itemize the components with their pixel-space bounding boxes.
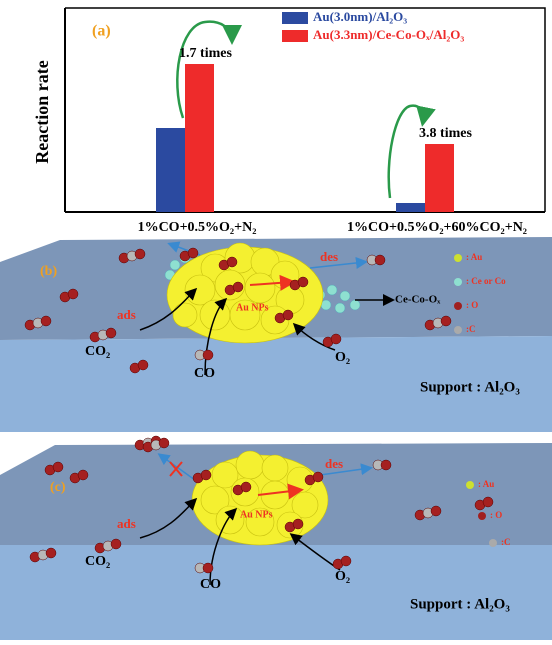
atom <box>105 327 117 339</box>
panel-label: (c) <box>50 480 66 495</box>
arrow <box>176 20 242 119</box>
atom <box>240 481 252 493</box>
atom <box>440 315 452 327</box>
legend-label: : O <box>490 510 502 520</box>
legend-label: : Au <box>478 479 494 489</box>
arrow <box>387 104 436 199</box>
text: ads <box>117 307 136 322</box>
atom <box>340 555 352 567</box>
x-tick-label: 1%CO+0.5%O₂+60%CO₂+N₂ <box>347 220 527 235</box>
atom <box>297 276 309 288</box>
bar <box>425 144 454 212</box>
atom <box>430 505 442 517</box>
text: CO₂ <box>85 554 110 569</box>
atom <box>232 281 244 293</box>
frame <box>65 7 546 212</box>
atom <box>482 496 494 508</box>
text: Support : Al₂O₃ <box>420 379 520 395</box>
atom <box>134 248 146 260</box>
text: CO₂ <box>85 344 110 359</box>
legend-label: : Au <box>466 252 482 262</box>
atom <box>374 254 386 266</box>
text: des <box>325 456 343 471</box>
atom <box>200 469 212 481</box>
text: CO <box>194 366 215 381</box>
text: O₂ <box>335 350 350 365</box>
legend-label: :C <box>466 324 476 334</box>
annotation: 1.7 times <box>179 46 232 61</box>
atom <box>40 315 52 327</box>
text: ads <box>117 516 136 531</box>
chart-a: (a) Reaction rate 1%CO+0.5%O₂+N₂ 1.7 time… <box>32 7 546 235</box>
molecules <box>24 247 494 574</box>
atom <box>292 518 304 530</box>
atom <box>380 459 392 471</box>
text: O₂ <box>335 569 350 584</box>
atom <box>330 333 342 345</box>
legend-label: : Ce or Co <box>466 276 506 286</box>
text: Support : Al₂O₃ <box>410 596 510 612</box>
atom <box>202 349 214 361</box>
bar <box>396 203 425 212</box>
legend-swatch <box>282 30 308 42</box>
atom <box>52 461 64 473</box>
atom <box>67 288 79 300</box>
annotation: 3.8 times <box>419 126 472 141</box>
atom <box>226 256 238 268</box>
atom <box>312 471 324 483</box>
atom <box>45 547 57 559</box>
legend-swatch <box>282 12 308 24</box>
text: Ce-Co-Oₓ <box>395 294 441 306</box>
atom <box>187 247 199 259</box>
text: CO <box>200 577 221 592</box>
y-axis-label: Reaction rate <box>32 60 52 163</box>
panel-label: (b) <box>40 264 57 279</box>
atom <box>202 562 214 574</box>
legend-label: : O <box>466 300 478 310</box>
text: Au NPs <box>240 509 273 520</box>
legend-label: Au(3.0nm)/Al₂O₃ <box>313 9 407 24</box>
panel-label: (a) <box>92 23 111 40</box>
bar <box>156 128 185 212</box>
atom <box>110 538 122 550</box>
legend-label: :C <box>501 537 511 547</box>
panel-c: (c) des ads Au NPs CO₂ CO O₂ Support : A… <box>0 443 552 640</box>
text: des <box>320 249 338 264</box>
atom <box>158 437 170 449</box>
atom <box>137 359 149 371</box>
text: Au NPs <box>236 302 269 313</box>
bar <box>185 64 214 212</box>
legend-label: Au(3.3nm)/Ce-Co-Oₓ/Al₂O₃ <box>313 27 464 42</box>
atom <box>77 469 89 481</box>
atom <box>282 309 294 321</box>
panel-b: (b) des ads Au NPs CO₂ CO O₂ Ce-Co-Oₓ Su… <box>0 237 552 432</box>
x-tick-label: 1%CO+0.5%O₂+N₂ <box>138 220 257 235</box>
